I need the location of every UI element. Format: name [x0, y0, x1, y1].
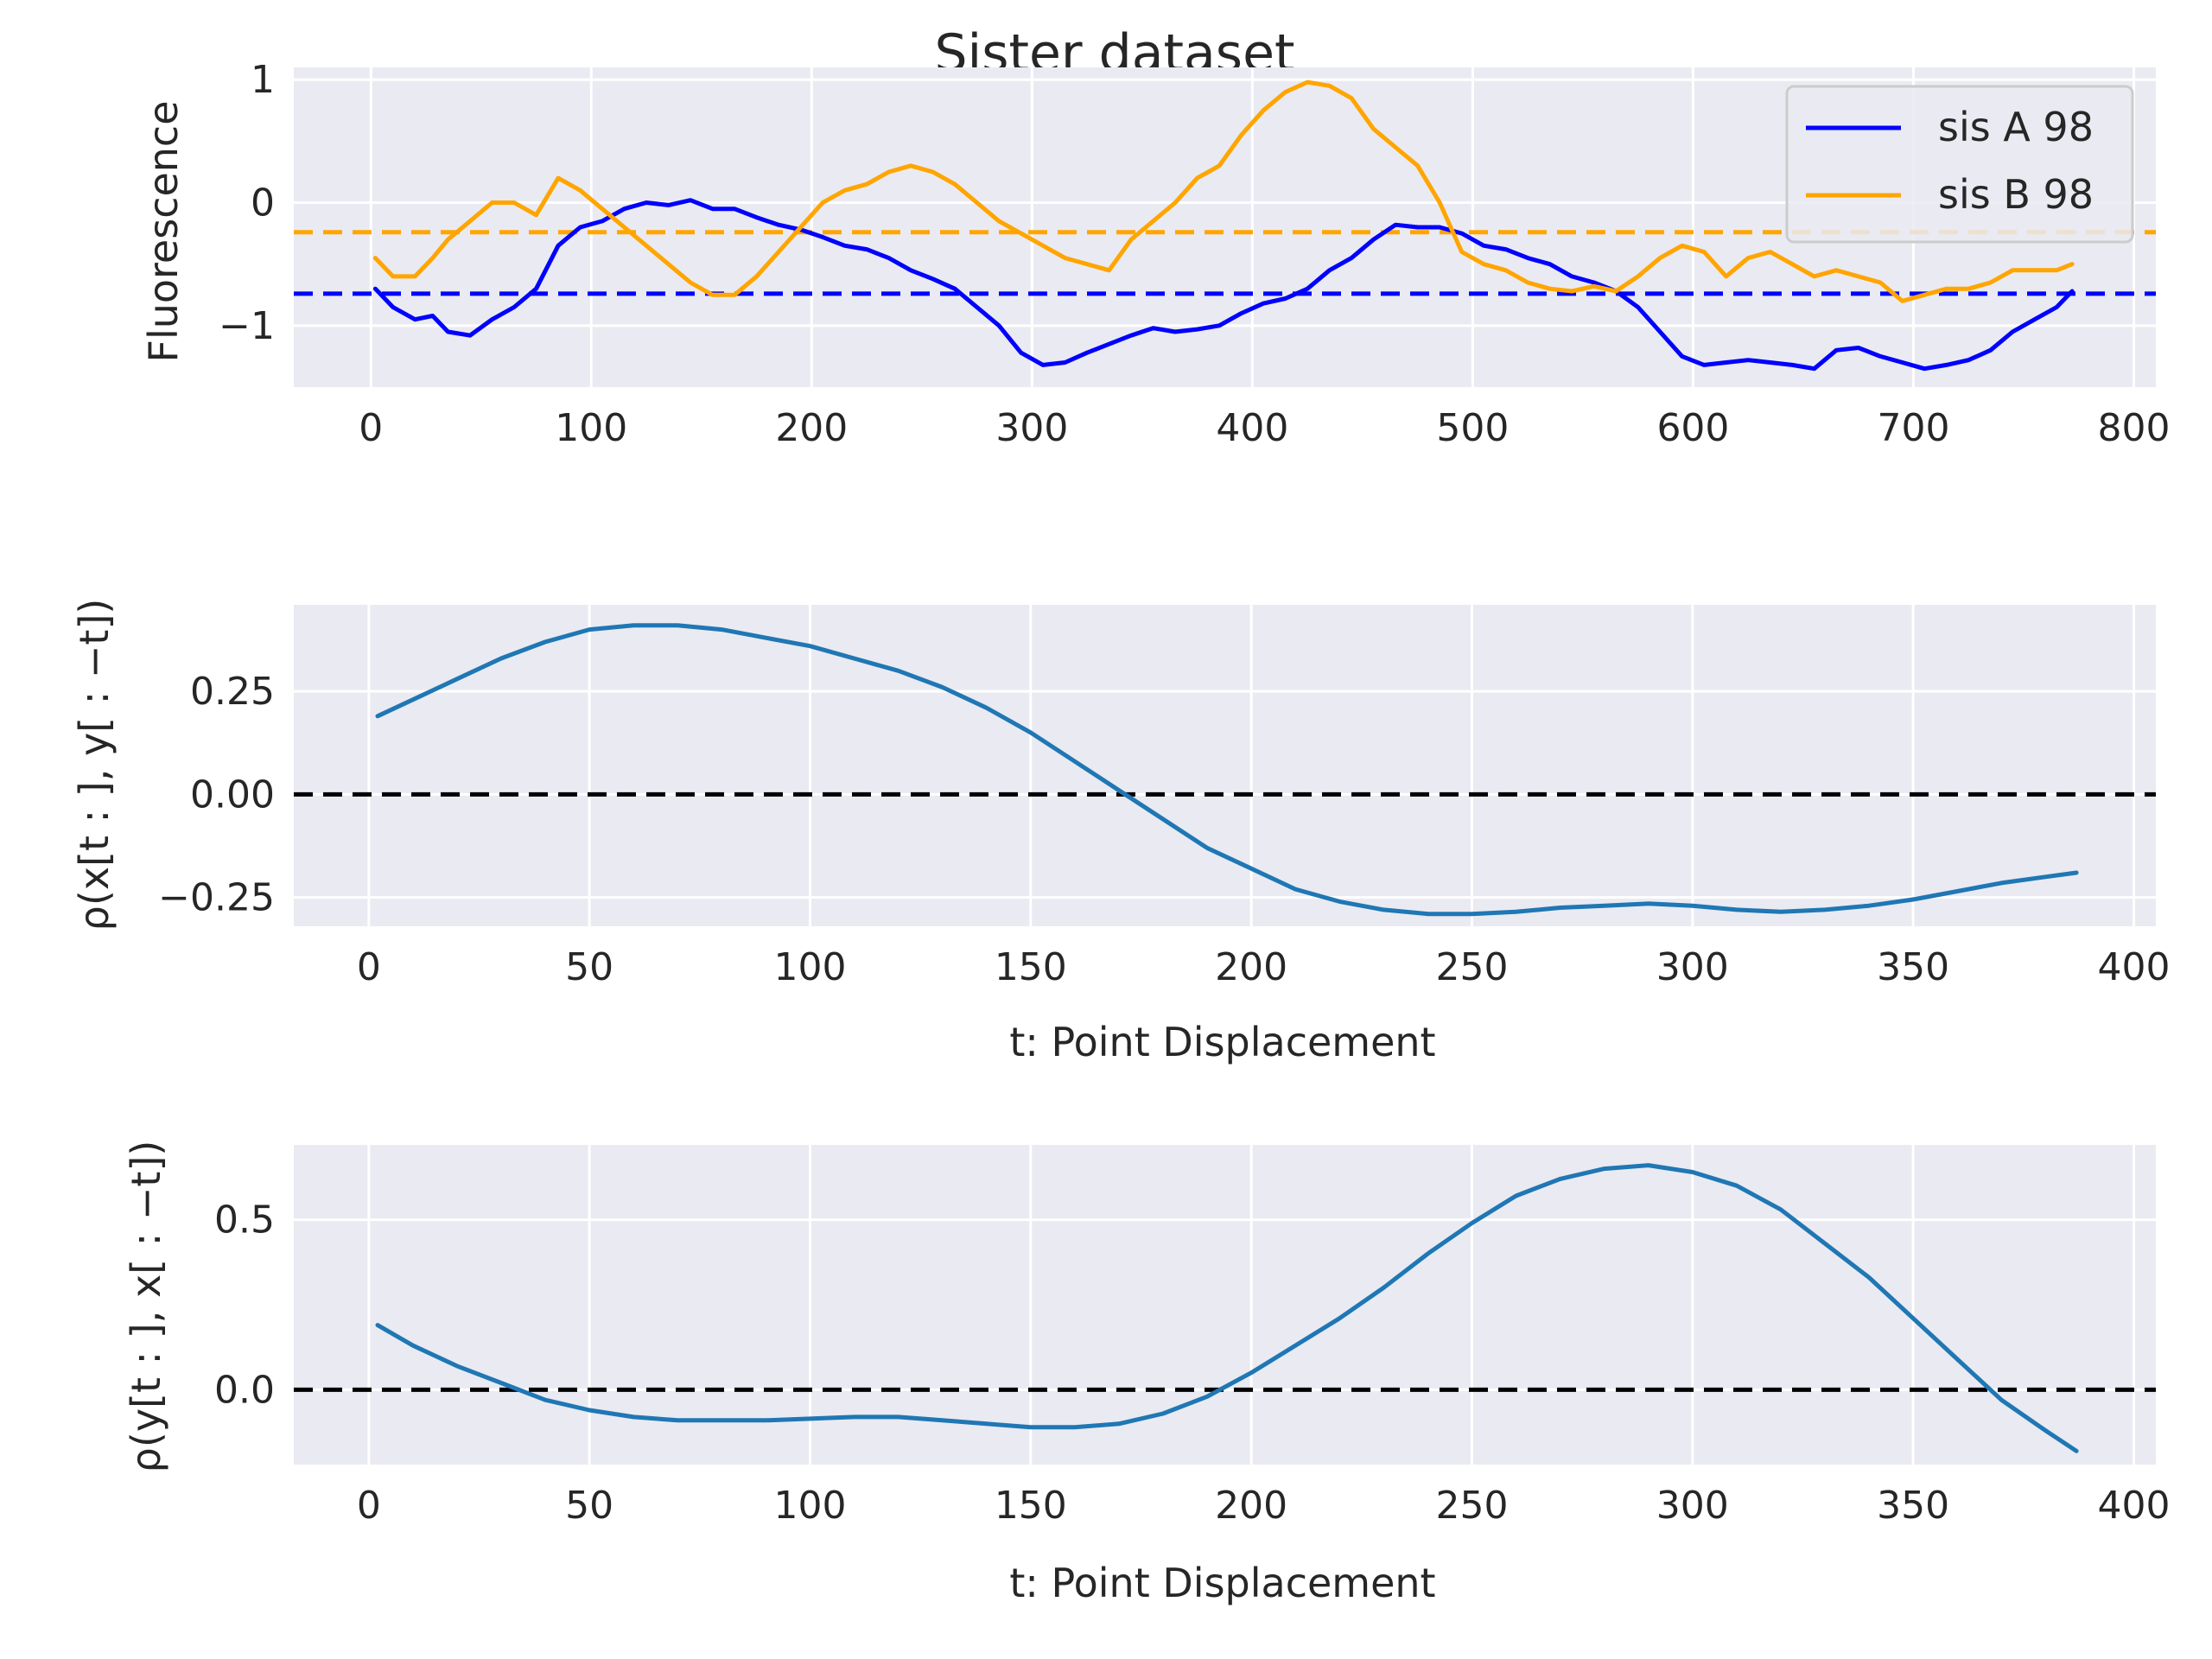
series-line-sis-b-98	[372, 79, 2075, 303]
y-tick-label: −0.25	[158, 876, 275, 920]
x-tick-label: 0	[357, 1484, 381, 1528]
x-tick-label: 400	[2097, 1484, 2170, 1528]
x-tick-label: 100	[555, 406, 627, 450]
y-axis-label: ρ(x[t : ], y[ : −t])	[71, 599, 118, 931]
x-tick-label: 500	[1436, 406, 1509, 450]
x-tick-label: 200	[775, 406, 848, 450]
x-tick-label: 400	[2097, 945, 2170, 989]
x-tick-label: 300	[1656, 945, 1729, 989]
x-tick-label: 50	[565, 945, 613, 989]
x-tick-label: 150	[995, 1484, 1067, 1528]
x-tick-label: 150	[995, 945, 1067, 989]
x-tick-label: 350	[1877, 1484, 1949, 1528]
y-axis-label: Fluorescence	[140, 100, 187, 362]
y-tick-label: −1	[219, 304, 275, 348]
x-tick-label: 800	[2098, 406, 2171, 450]
x-tick-label: 700	[1877, 406, 1949, 450]
x-tick-label: 100	[773, 945, 846, 989]
x-axis-label: t: Point Displacement	[1009, 1019, 1435, 1065]
y-tick-label: 1	[251, 58, 275, 102]
x-tick-label: 0	[359, 406, 383, 450]
series-line-0	[375, 623, 2079, 917]
y-tick-label: 0.00	[190, 772, 275, 817]
cross-correlation-yx-panel: 0 50 100 150 200 250 300 350 400 0.0 0.5 t: Point…	[123, 1141, 2170, 1606]
y-tick-label: 0.25	[190, 670, 275, 714]
series-line-0	[375, 1163, 2079, 1453]
x-tick-label: 300	[995, 406, 1068, 450]
legend-label-sis-a: sis A 98	[1938, 104, 2094, 150]
legend-label-sis-b: sis B 98	[1938, 171, 2094, 218]
legend-box	[1785, 85, 2134, 244]
y-axis-label: ρ(y[t : ], x[ : −t])	[123, 1141, 169, 1473]
x-tick-label: 250	[1435, 945, 1508, 989]
cross-correlation-xy-panel: 0 50 100 150 200 250 300 350 400 −0.25 0.00 0.25 t…	[71, 599, 2170, 1065]
x-tick-label: 350	[1877, 945, 1949, 989]
y-tick-label: 0	[251, 181, 275, 226]
series-line-sis-a-98	[372, 198, 2075, 372]
x-tick-label: 50	[565, 1484, 613, 1528]
fluorescence-panel: 0 100 200 300 400 500 600 700 800 −1 0 1 Fluoresce…	[140, 58, 2170, 450]
y-tick-label: 0.5	[214, 1198, 275, 1243]
x-tick-label: 400	[1216, 406, 1288, 450]
x-tick-label: 200	[1215, 1484, 1287, 1528]
plot-area-background	[294, 605, 2156, 926]
y-tick-label: 0.0	[214, 1368, 275, 1412]
x-tick-label: 300	[1656, 1484, 1729, 1528]
legend: sis A 98 sis B 98	[1785, 85, 2134, 244]
x-tick-label: 600	[1656, 406, 1729, 450]
plot-area-background	[294, 1145, 2156, 1465]
x-tick-label: 250	[1435, 1484, 1508, 1528]
x-tick-label: 100	[773, 1484, 846, 1528]
x-tick-label: 0	[357, 945, 381, 989]
x-tick-label: 200	[1215, 945, 1287, 989]
x-axis-label: t: Point Displacement	[1009, 1560, 1435, 1606]
